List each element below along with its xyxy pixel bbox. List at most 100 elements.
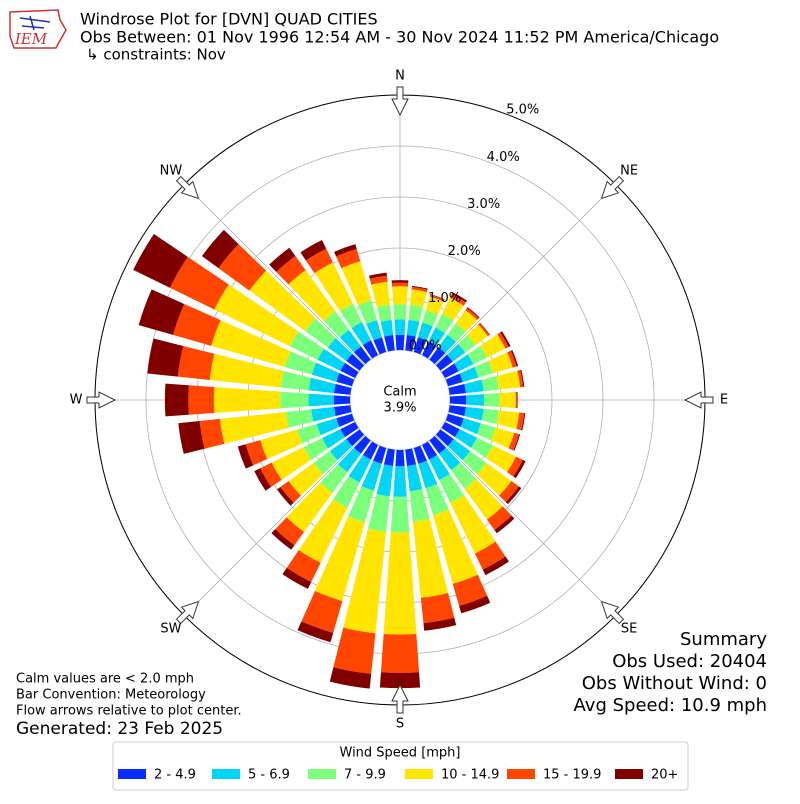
bar-segment xyxy=(391,280,409,283)
bar-segment xyxy=(280,391,309,409)
bar-segment xyxy=(308,377,336,394)
bar-segment xyxy=(513,459,526,479)
bar-segment xyxy=(413,337,427,355)
bar-segment xyxy=(334,244,357,257)
compass-label: N xyxy=(395,69,405,84)
note-line: Calm values are < 2.0 mph xyxy=(16,672,194,687)
bar-segment xyxy=(286,550,321,582)
bar-segment xyxy=(480,334,506,358)
bar-segment xyxy=(420,593,455,624)
bar-segment xyxy=(334,383,352,395)
bar-segment xyxy=(334,405,352,417)
logo: IEM xyxy=(9,9,67,49)
logo-text: IEM xyxy=(14,30,48,48)
bar-segment xyxy=(316,418,340,436)
flow-arrow xyxy=(600,175,625,200)
legend: 2 - 4.9 5 - 6.9 7 - 9.9 10 - 14.9 15 - 19.9 2… xyxy=(118,768,678,783)
bar-segment xyxy=(406,319,420,337)
bar-segment xyxy=(438,447,461,471)
bar-segment xyxy=(521,413,526,431)
bar-segment xyxy=(500,331,511,348)
bar-segment xyxy=(486,506,512,530)
bar-segment xyxy=(390,496,410,533)
bar-segment xyxy=(485,445,516,473)
bar-segment xyxy=(449,395,467,405)
bar-segment xyxy=(406,464,423,492)
bar-segment xyxy=(435,429,454,447)
bar-segment xyxy=(280,371,311,391)
bar-segment xyxy=(369,272,387,279)
bar-segment xyxy=(435,354,453,371)
bar-segment xyxy=(271,446,312,480)
bar-segment xyxy=(471,437,494,458)
bar-segment xyxy=(439,474,465,504)
bar-segment xyxy=(218,244,267,291)
bar-segment xyxy=(367,494,390,532)
bar-segment xyxy=(164,383,189,417)
bar-segment xyxy=(409,489,430,522)
bar-segment xyxy=(329,438,353,461)
bar-segment xyxy=(479,322,490,335)
bar-segment xyxy=(421,441,438,460)
bar-segment xyxy=(429,454,450,481)
bar-segment xyxy=(395,334,405,351)
bar-segment xyxy=(297,621,334,643)
generated: Generated: 23 Feb 2025 xyxy=(16,719,223,739)
bar-segment xyxy=(303,438,329,460)
bar-segment xyxy=(517,370,524,388)
bar-segment xyxy=(441,421,460,438)
bar-segment xyxy=(214,284,299,347)
radial-tick-label: 5.0% xyxy=(506,103,539,118)
bar-segment xyxy=(213,387,281,413)
bar-segment xyxy=(459,366,479,383)
bar-segment xyxy=(447,438,471,461)
bar-segment xyxy=(169,256,229,310)
bar-segment xyxy=(337,447,362,473)
bar-segment xyxy=(513,434,521,451)
bar-segment xyxy=(297,423,321,444)
bar-segment xyxy=(314,262,354,312)
bar-segment xyxy=(476,423,496,441)
bar-segment xyxy=(395,449,405,467)
bar-segment xyxy=(249,270,316,332)
bar-segment xyxy=(245,440,268,466)
bar-segment xyxy=(425,483,449,516)
flow-arrow xyxy=(600,600,625,625)
bar-segment xyxy=(277,486,294,506)
bar-segment xyxy=(311,362,340,382)
legend-label: 10 - 14.9 xyxy=(441,768,499,783)
bar-segment xyxy=(282,567,312,589)
compass-label: S xyxy=(396,717,404,732)
grid-spoke xyxy=(184,435,365,616)
bar-segment xyxy=(508,432,520,451)
bar-segment xyxy=(340,362,359,379)
bar-segment xyxy=(435,313,454,334)
bar-segment xyxy=(412,518,449,598)
bar-segment xyxy=(380,634,420,673)
bar-segment xyxy=(308,393,334,407)
bar-segment xyxy=(448,383,466,395)
bar-segment xyxy=(450,495,496,554)
bar-segment xyxy=(496,370,521,390)
bar-segment xyxy=(517,391,518,409)
legend-swatch xyxy=(308,769,336,779)
bar-segment xyxy=(373,445,387,464)
bar-segment xyxy=(177,345,215,381)
bar-segment xyxy=(422,310,438,327)
flow-arrow xyxy=(683,391,714,409)
bar-segment xyxy=(383,532,417,635)
bar-segment xyxy=(348,486,374,523)
logo-lines xyxy=(19,15,51,31)
bar-segment xyxy=(333,395,351,405)
chart-title: Windrose Plot for [DVN] QUAD CITIES xyxy=(80,10,378,29)
bar-segment xyxy=(505,486,522,505)
flow-arrow xyxy=(391,683,409,714)
bar-segment xyxy=(289,331,324,360)
bar-segment xyxy=(322,429,346,449)
bar-segment xyxy=(446,344,466,362)
bar-segment xyxy=(188,385,215,415)
bar-segment xyxy=(371,281,390,307)
bar-segment xyxy=(288,270,336,322)
flow-arrow xyxy=(86,391,117,409)
flow-arrow xyxy=(391,86,409,117)
